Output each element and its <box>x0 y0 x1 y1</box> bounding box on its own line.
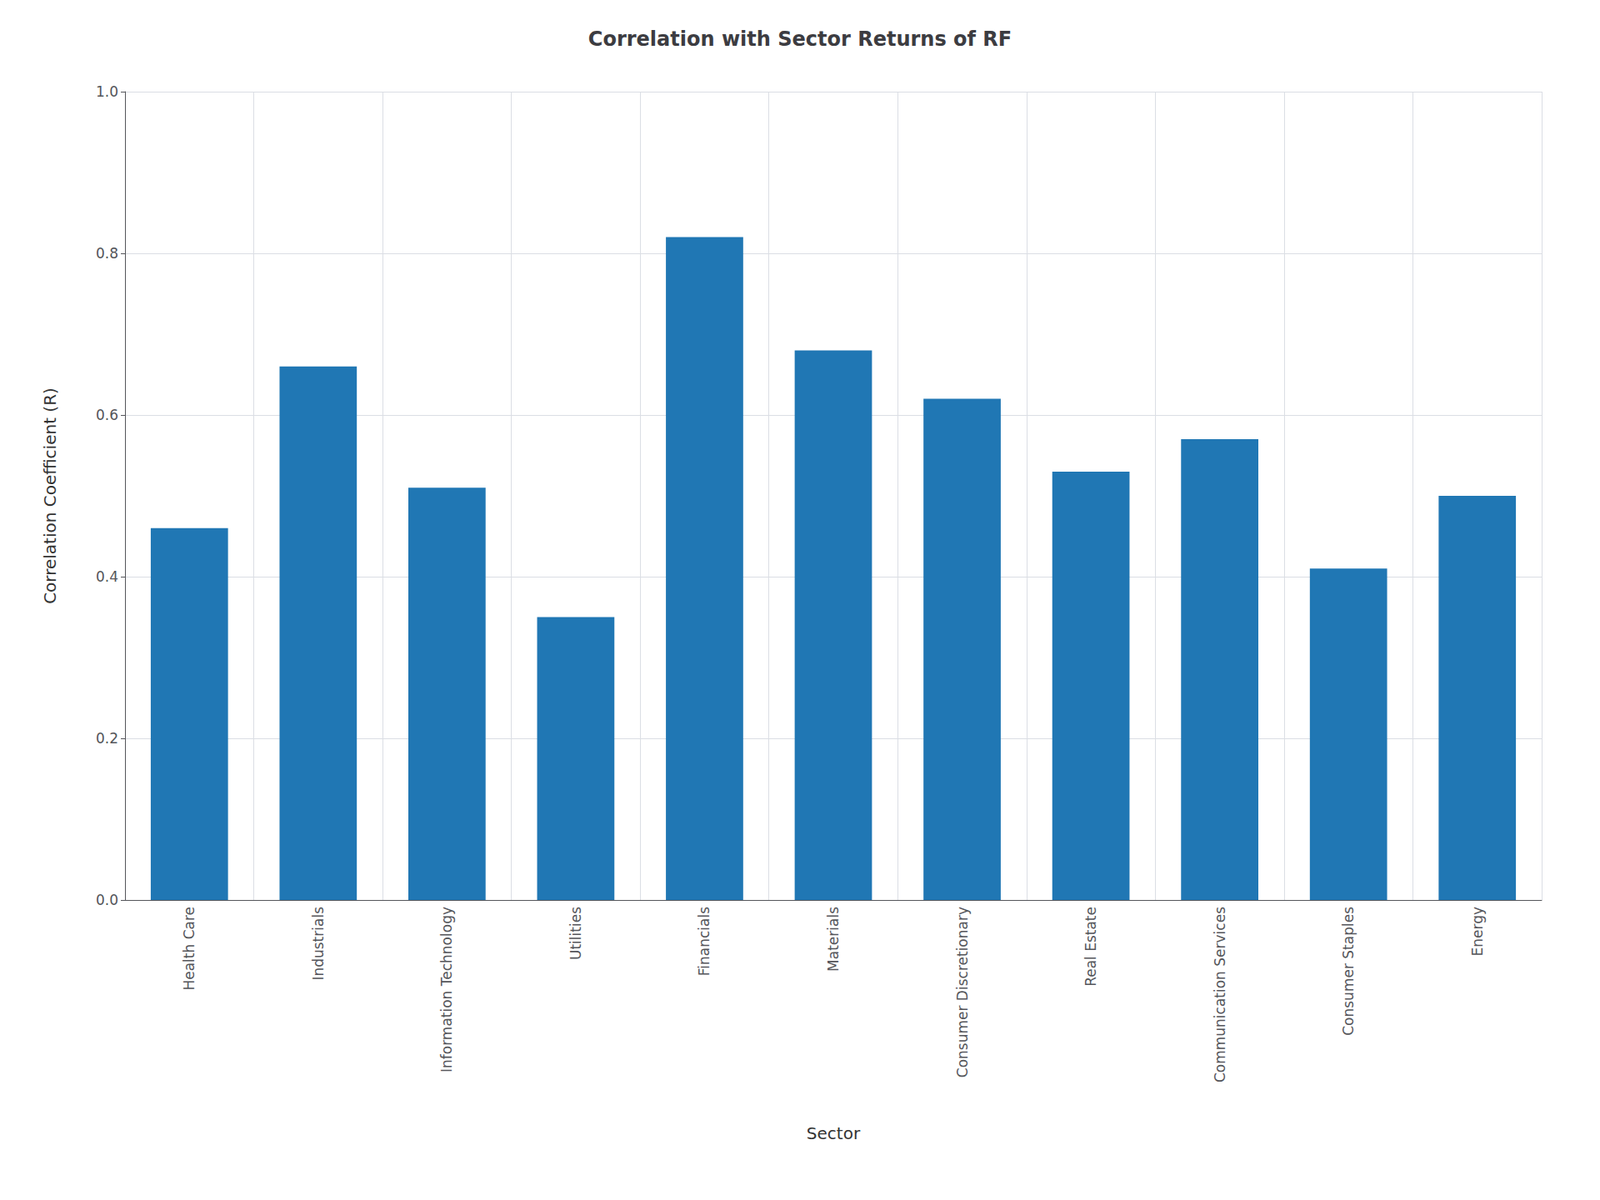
svg-text:0.6: 0.6 <box>95 406 119 424</box>
svg-text:Correlation Coefficient (R): Correlation Coefficient (R) <box>40 387 60 605</box>
svg-text:Financials: Financials <box>695 906 713 976</box>
svg-text:Energy: Energy <box>1469 906 1486 957</box>
svg-text:Sector: Sector <box>806 1123 861 1144</box>
svg-text:Communication Services: Communication Services <box>1211 906 1229 1083</box>
svg-text:1.0: 1.0 <box>95 83 119 100</box>
svg-text:Consumer Discretionary: Consumer Discretionary <box>954 906 971 1078</box>
svg-text:Information Technology: Information Technology <box>438 906 455 1073</box>
svg-text:0.2: 0.2 <box>95 730 119 747</box>
svg-text:Real Estate: Real Estate <box>1082 906 1100 987</box>
svg-text:Consumer Staples: Consumer Staples <box>1340 906 1357 1036</box>
svg-text:0.8: 0.8 <box>95 245 119 262</box>
svg-text:Materials: Materials <box>825 906 842 972</box>
svg-text:Utilities: Utilities <box>567 906 585 960</box>
svg-text:Health Care: Health Care <box>180 906 198 991</box>
svg-text:0.0: 0.0 <box>95 891 119 909</box>
svg-text:Correlation with Sector Return: Correlation with Sector Returns of RF <box>588 27 1012 51</box>
svg-text:0.4: 0.4 <box>95 568 119 585</box>
svg-text:Industrials: Industrials <box>310 906 327 981</box>
